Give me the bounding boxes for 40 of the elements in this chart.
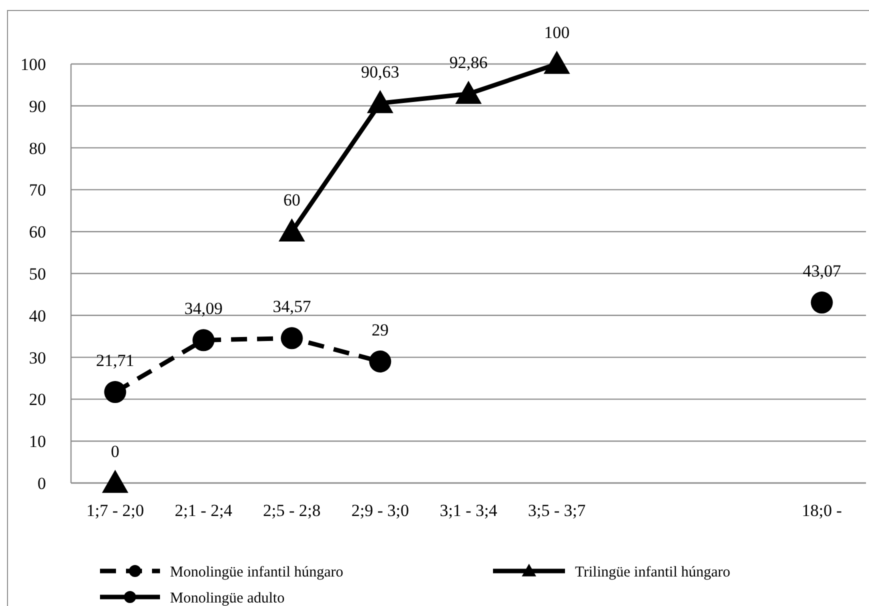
point [810, 292, 833, 314]
x-tick-label: 1;7 - 2;0 [86, 501, 144, 520]
data-label: 21,71 [96, 351, 134, 370]
data-label: 0 [110, 442, 120, 461]
x-tick-label: 2;5 - 2;8 [263, 501, 321, 520]
y-tick-label: 70 [29, 180, 46, 200]
x-tick-label: 2;1 - 2;4 [174, 501, 233, 520]
x-tick-label: 18;0 - [802, 501, 842, 520]
y-tick-label: 100 [20, 54, 46, 74]
legend-label: Monolingüe adulto [170, 590, 285, 606]
x-tick-label: 2;9 - 3;0 [351, 501, 409, 520]
point [280, 327, 303, 350]
y-tick-label: 10 [29, 432, 46, 452]
point [366, 90, 394, 114]
point [278, 218, 306, 242]
y-tick-label: 30 [29, 348, 46, 368]
y-tick-label: 20 [29, 390, 46, 410]
x-tick-label: 3;1 - 3;4 [440, 501, 498, 520]
point [104, 381, 126, 404]
point [192, 329, 214, 352]
y-tick-label: 40 [29, 306, 46, 326]
point [369, 350, 392, 372]
data-label: 34,57 [272, 297, 312, 316]
y-tick-label: 60 [29, 222, 46, 242]
data-label: 90,63 [361, 62, 400, 82]
data-label: 92,86 [449, 52, 488, 72]
y-tick-label: 0 [38, 474, 46, 493]
legend-label: Trilingüe infantil húngaro [575, 564, 730, 580]
data-label: 43,07 [802, 262, 842, 281]
point [544, 50, 570, 74]
data-label: 34,09 [184, 299, 223, 318]
y-tick-label: 90 [29, 96, 46, 116]
legend-label: Monolingüe infantil húngaro [170, 564, 344, 580]
data-label: 29 [372, 320, 389, 340]
y-tick-label: 50 [29, 264, 46, 284]
y-tick-label: 80 [29, 138, 46, 158]
point [455, 80, 482, 104]
data-label: 60 [283, 190, 300, 210]
data-label: 100 [544, 23, 570, 42]
x-tick-label: 3;5 - 3;7 [528, 501, 586, 520]
